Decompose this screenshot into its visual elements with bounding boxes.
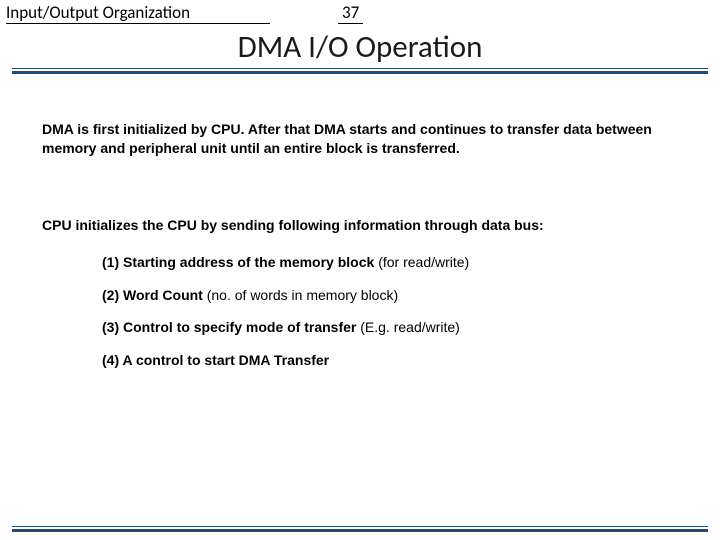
lead-in-paragraph: CPU initializes the CPU by sending follo… [42,216,678,235]
list-item-lead: Word Count [123,287,203,303]
list-item-lead: Starting address of the memory block [123,254,374,270]
list-item: (1) Starting address of the memory block… [102,253,678,272]
list-item-number: (3) [102,319,123,335]
list-item-tail: (no. of words in memory block) [203,287,398,303]
header-topic: Input/Output Organization [6,2,270,24]
list-item-lead: Control to specify mode of transfer [123,319,356,335]
title-rule-top [12,68,708,74]
slide-body: DMA is first initialized by CPU. After t… [42,120,678,370]
list-item: (2) Word Count (no. of words in memory b… [102,286,678,305]
list-item-lead: A control to start DMA Transfer [122,352,329,368]
list-item-tail: (for read/write) [374,254,469,270]
slide-title: DMA I/O Operation [0,28,720,66]
title-rule-bottom [12,526,708,532]
slide: Input/Output Organization 37 DMA I/O Ope… [0,0,720,540]
list-item: (3) Control to specify mode of transfer … [102,318,678,337]
list-item-number: (2) [102,287,123,303]
list-item-number: (4) [102,352,122,368]
intro-paragraph: DMA is first initialized by CPU. After t… [42,120,678,158]
list-item: (4) A control to start DMA Transfer [102,351,678,370]
list-item-tail: (E.g. read/write) [356,319,459,335]
info-list: (1) Starting address of the memory block… [102,253,678,371]
list-item-number: (1) [102,254,119,270]
header-page-number: 37 [338,2,363,24]
